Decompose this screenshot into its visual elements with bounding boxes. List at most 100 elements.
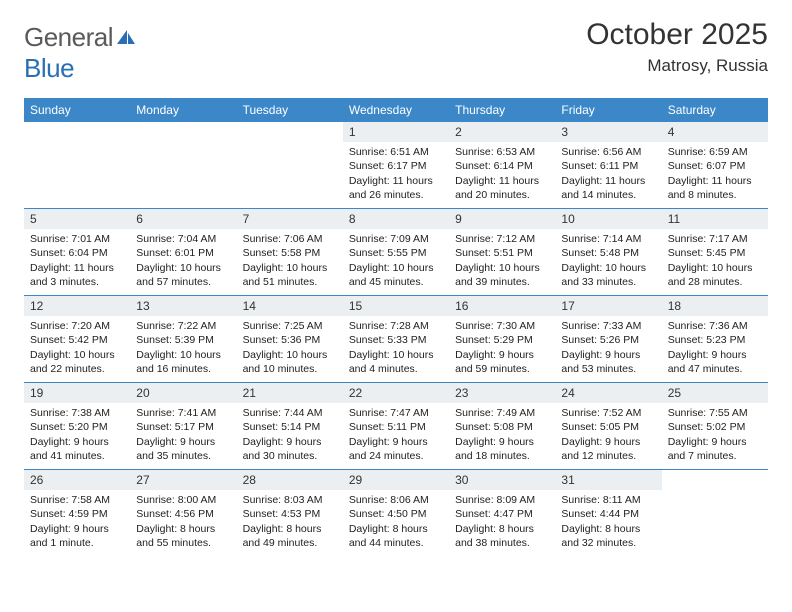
detail-line: Daylight: 10 hours — [136, 348, 230, 362]
day-number: 2 — [449, 122, 555, 142]
calendar-cell — [130, 122, 236, 208]
logo-sail-icon — [115, 28, 137, 46]
detail-line: Daylight: 11 hours — [668, 174, 762, 188]
day-details: Sunrise: 6:59 AMSunset: 6:07 PMDaylight:… — [662, 142, 768, 206]
detail-line: Sunset: 5:20 PM — [30, 420, 124, 434]
day-number: 21 — [237, 383, 343, 403]
day-number: 3 — [555, 122, 661, 142]
detail-line: Sunrise: 7:38 AM — [30, 406, 124, 420]
detail-line: Sunset: 6:11 PM — [561, 159, 655, 173]
day-details: Sunrise: 8:03 AMSunset: 4:53 PMDaylight:… — [237, 490, 343, 554]
detail-line: Sunrise: 7:36 AM — [668, 319, 762, 333]
calendar-cell: 28Sunrise: 8:03 AMSunset: 4:53 PMDayligh… — [237, 470, 343, 556]
detail-line: Sunrise: 7:47 AM — [349, 406, 443, 420]
detail-line: Sunrise: 6:53 AM — [455, 145, 549, 159]
calendar-cell: 11Sunrise: 7:17 AMSunset: 5:45 PMDayligh… — [662, 209, 768, 295]
calendar-cell: 29Sunrise: 8:06 AMSunset: 4:50 PMDayligh… — [343, 470, 449, 556]
detail-line: Daylight: 10 hours — [561, 261, 655, 275]
detail-line: Daylight: 9 hours — [455, 348, 549, 362]
day-number: 13 — [130, 296, 236, 316]
detail-line: Sunrise: 7:17 AM — [668, 232, 762, 246]
detail-line: Daylight: 9 hours — [561, 348, 655, 362]
detail-line: Daylight: 8 hours — [136, 522, 230, 536]
detail-line: and 4 minutes. — [349, 362, 443, 376]
detail-line: Daylight: 9 hours — [30, 522, 124, 536]
detail-line: Sunset: 5:39 PM — [136, 333, 230, 347]
day-details: Sunrise: 7:28 AMSunset: 5:33 PMDaylight:… — [343, 316, 449, 380]
detail-line: and 47 minutes. — [668, 362, 762, 376]
day-details: Sunrise: 7:52 AMSunset: 5:05 PMDaylight:… — [555, 403, 661, 467]
calendar-cell: 8Sunrise: 7:09 AMSunset: 5:55 PMDaylight… — [343, 209, 449, 295]
title-block: October 2025 Matrosy, Russia — [586, 18, 768, 76]
day-details: Sunrise: 7:30 AMSunset: 5:29 PMDaylight:… — [449, 316, 555, 380]
detail-line: Sunset: 5:33 PM — [349, 333, 443, 347]
calendar-cell: 13Sunrise: 7:22 AMSunset: 5:39 PMDayligh… — [130, 296, 236, 382]
calendar-cell: 30Sunrise: 8:09 AMSunset: 4:47 PMDayligh… — [449, 470, 555, 556]
detail-line: Daylight: 10 hours — [455, 261, 549, 275]
calendar-cell: 17Sunrise: 7:33 AMSunset: 5:26 PMDayligh… — [555, 296, 661, 382]
day-number: 6 — [130, 209, 236, 229]
detail-line: Sunrise: 7:30 AM — [455, 319, 549, 333]
day-number: 27 — [130, 470, 236, 490]
detail-line: Sunset: 5:45 PM — [668, 246, 762, 260]
detail-line: Sunset: 4:56 PM — [136, 507, 230, 521]
detail-line: and 20 minutes. — [455, 188, 549, 202]
detail-line: Sunset: 5:36 PM — [243, 333, 337, 347]
detail-line: and 7 minutes. — [668, 449, 762, 463]
detail-line: Sunrise: 7:01 AM — [30, 232, 124, 246]
detail-line: Sunset: 5:26 PM — [561, 333, 655, 347]
day-number: 16 — [449, 296, 555, 316]
day-details: Sunrise: 7:09 AMSunset: 5:55 PMDaylight:… — [343, 229, 449, 293]
detail-line: and 49 minutes. — [243, 536, 337, 550]
detail-line: Sunrise: 7:44 AM — [243, 406, 337, 420]
day-number: 28 — [237, 470, 343, 490]
calendar-cell: 6Sunrise: 7:04 AMSunset: 6:01 PMDaylight… — [130, 209, 236, 295]
day-details: Sunrise: 7:38 AMSunset: 5:20 PMDaylight:… — [24, 403, 130, 467]
detail-line: Sunset: 4:50 PM — [349, 507, 443, 521]
detail-line: Sunset: 6:17 PM — [349, 159, 443, 173]
detail-line: Sunset: 4:44 PM — [561, 507, 655, 521]
page-header: GeneralBlue October 2025 Matrosy, Russia — [24, 18, 768, 84]
detail-line: and 38 minutes. — [455, 536, 549, 550]
detail-line: Daylight: 11 hours — [30, 261, 124, 275]
day-details: Sunrise: 6:51 AMSunset: 6:17 PMDaylight:… — [343, 142, 449, 206]
detail-line: Sunset: 4:59 PM — [30, 507, 124, 521]
calendar-cell: 14Sunrise: 7:25 AMSunset: 5:36 PMDayligh… — [237, 296, 343, 382]
detail-line: Sunrise: 7:52 AM — [561, 406, 655, 420]
detail-line: Sunrise: 7:41 AM — [136, 406, 230, 420]
detail-line: and 22 minutes. — [30, 362, 124, 376]
day-details: Sunrise: 8:06 AMSunset: 4:50 PMDaylight:… — [343, 490, 449, 554]
calendar-cell: 15Sunrise: 7:28 AMSunset: 5:33 PMDayligh… — [343, 296, 449, 382]
calendar-cell: 19Sunrise: 7:38 AMSunset: 5:20 PMDayligh… — [24, 383, 130, 469]
detail-line: Sunset: 6:04 PM — [30, 246, 124, 260]
day-header: Tuesday — [237, 98, 343, 122]
detail-line: Daylight: 8 hours — [243, 522, 337, 536]
day-details: Sunrise: 7:36 AMSunset: 5:23 PMDaylight:… — [662, 316, 768, 380]
day-details: Sunrise: 7:47 AMSunset: 5:11 PMDaylight:… — [343, 403, 449, 467]
detail-line: and 12 minutes. — [561, 449, 655, 463]
detail-line: Sunrise: 7:58 AM — [30, 493, 124, 507]
calendar-cell: 3Sunrise: 6:56 AMSunset: 6:11 PMDaylight… — [555, 122, 661, 208]
detail-line: and 18 minutes. — [455, 449, 549, 463]
detail-line: and 35 minutes. — [136, 449, 230, 463]
calendar-cell: 23Sunrise: 7:49 AMSunset: 5:08 PMDayligh… — [449, 383, 555, 469]
detail-line: and 44 minutes. — [349, 536, 443, 550]
day-number: 11 — [662, 209, 768, 229]
day-number: 30 — [449, 470, 555, 490]
day-details: Sunrise: 7:44 AMSunset: 5:14 PMDaylight:… — [237, 403, 343, 467]
detail-line: and 39 minutes. — [455, 275, 549, 289]
detail-line: Daylight: 10 hours — [136, 261, 230, 275]
detail-line: and 28 minutes. — [668, 275, 762, 289]
detail-line: Daylight: 9 hours — [30, 435, 124, 449]
day-details: Sunrise: 8:09 AMSunset: 4:47 PMDaylight:… — [449, 490, 555, 554]
detail-line: Sunset: 5:58 PM — [243, 246, 337, 260]
detail-line: Daylight: 10 hours — [243, 261, 337, 275]
calendar-week-row: 5Sunrise: 7:01 AMSunset: 6:04 PMDaylight… — [24, 209, 768, 296]
day-number: 29 — [343, 470, 449, 490]
calendar-cell: 5Sunrise: 7:01 AMSunset: 6:04 PMDaylight… — [24, 209, 130, 295]
day-details: Sunrise: 7:49 AMSunset: 5:08 PMDaylight:… — [449, 403, 555, 467]
day-details: Sunrise: 6:56 AMSunset: 6:11 PMDaylight:… — [555, 142, 661, 206]
calendar-week-row: 12Sunrise: 7:20 AMSunset: 5:42 PMDayligh… — [24, 296, 768, 383]
detail-line: Sunrise: 7:20 AM — [30, 319, 124, 333]
detail-line: Sunset: 5:05 PM — [561, 420, 655, 434]
